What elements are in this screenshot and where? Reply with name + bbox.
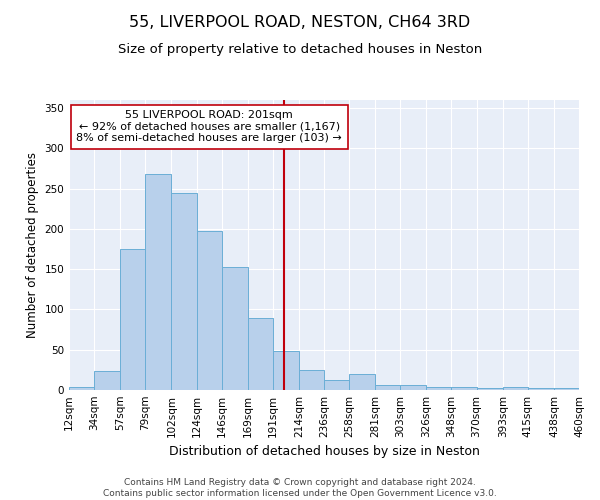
Text: 55 LIVERPOOL ROAD: 201sqm
← 92% of detached houses are smaller (1,167)
8% of sem: 55 LIVERPOOL ROAD: 201sqm ← 92% of detac…	[76, 110, 342, 144]
Bar	[145, 174, 172, 390]
Bar	[221, 267, 248, 390]
Bar	[427, 387, 451, 390]
Bar	[503, 387, 528, 390]
Bar	[248, 318, 273, 390]
Bar	[69, 387, 94, 390]
Bar	[476, 388, 503, 390]
Bar	[324, 380, 349, 390]
Text: 55, LIVERPOOL ROAD, NESTON, CH64 3RD: 55, LIVERPOOL ROAD, NESTON, CH64 3RD	[130, 15, 470, 30]
Bar	[94, 372, 120, 390]
Text: Size of property relative to detached houses in Neston: Size of property relative to detached ho…	[118, 42, 482, 56]
Bar	[528, 388, 554, 390]
X-axis label: Distribution of detached houses by size in Neston: Distribution of detached houses by size …	[169, 446, 479, 458]
Bar	[400, 385, 427, 390]
Bar	[375, 385, 400, 390]
Bar	[197, 232, 221, 390]
Bar	[349, 374, 375, 390]
Bar	[554, 388, 579, 390]
Bar	[120, 249, 145, 390]
Bar	[172, 192, 197, 390]
Y-axis label: Number of detached properties: Number of detached properties	[26, 152, 39, 338]
Bar	[299, 370, 324, 390]
Bar	[451, 387, 476, 390]
Text: Contains HM Land Registry data © Crown copyright and database right 2024.
Contai: Contains HM Land Registry data © Crown c…	[103, 478, 497, 498]
Bar	[273, 352, 299, 390]
